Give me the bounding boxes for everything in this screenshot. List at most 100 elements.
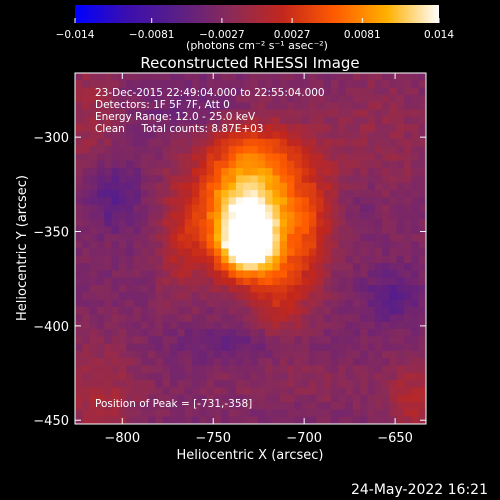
heatmap-cell (148, 372, 156, 381)
heatmap-cell (199, 321, 208, 330)
heatmap-cell (133, 336, 142, 344)
heatmap-cell (228, 358, 237, 366)
heatmap-cell (316, 109, 325, 118)
heatmap-cell (323, 321, 332, 330)
heatmap-cell (96, 372, 105, 381)
heatmap-cell (330, 211, 339, 220)
heatmap-cell (126, 277, 134, 286)
heatmap-cell (404, 146, 412, 154)
heatmap-cell (89, 211, 98, 220)
heatmap-cell (418, 358, 426, 366)
heatmap-cell (243, 87, 251, 96)
heatmap-cell (228, 402, 237, 410)
heatmap-cell (170, 160, 178, 169)
heatmap-cell (170, 211, 178, 220)
heatmap-cell (338, 416, 346, 424)
heatmap-cell (367, 387, 376, 396)
heatmap-cell (89, 146, 98, 154)
heatmap-cell (162, 372, 171, 381)
heatmap-cell (352, 190, 361, 198)
heatmap-cell (213, 219, 222, 227)
heatmap-cell (250, 292, 259, 301)
heatmap-cell (243, 307, 251, 315)
heatmap-cell (301, 131, 310, 140)
heatmap-cell (352, 365, 361, 374)
heatmap-cell (228, 336, 237, 344)
heatmap-cell (352, 204, 361, 213)
heatmap-cell (243, 314, 251, 323)
heatmap-cell (82, 321, 91, 330)
heatmap-cell (287, 248, 295, 257)
heatmap-cell (206, 299, 215, 308)
heatmap-cell (360, 394, 368, 403)
heatmap-cell (396, 277, 405, 286)
heatmap-cell (126, 307, 134, 315)
heatmap-cell (418, 226, 426, 235)
heatmap-cell (345, 336, 354, 344)
heatmap-cell (389, 175, 398, 184)
heatmap-cell (192, 160, 200, 169)
heatmap-cell (155, 409, 164, 418)
heatmap-cell (272, 211, 281, 220)
heatmap-cell (374, 116, 383, 125)
heatmap-cell (367, 394, 376, 403)
heatmap-cell (162, 153, 171, 162)
heatmap-cell (162, 80, 171, 89)
heatmap-cell (118, 307, 127, 315)
heatmap-cell (199, 138, 208, 147)
heatmap-cell (184, 131, 193, 140)
heatmap-cell (155, 197, 164, 206)
heatmap-cell (221, 116, 229, 125)
heatmap-cell (265, 299, 273, 308)
heatmap-cell (382, 343, 390, 352)
heatmap-cell (272, 248, 281, 257)
heatmap-cell (133, 233, 142, 242)
heatmap-cell (418, 299, 426, 308)
heatmap-cell (250, 146, 259, 154)
heatmap-cell (257, 160, 266, 169)
heatmap-cell (301, 182, 310, 191)
heatmap-cell (389, 153, 398, 162)
heatmap-cell (352, 277, 361, 286)
heatmap-cell (396, 372, 405, 381)
heatmap-cell (213, 102, 222, 110)
heatmap-cell (418, 350, 426, 359)
heatmap-cell (287, 402, 295, 410)
heatmap-cell (133, 387, 142, 396)
heatmap-cell (133, 94, 142, 103)
heatmap-cell (155, 102, 164, 110)
heatmap-cell (192, 190, 200, 198)
heatmap-cell (192, 350, 200, 359)
heatmap-cell (155, 131, 164, 140)
heatmap-cell (213, 87, 222, 96)
heatmap-cell (411, 109, 420, 118)
heatmap-cell (272, 299, 281, 308)
heatmap-cell (396, 124, 405, 132)
heatmap-cell (89, 197, 98, 206)
heatmap-cell (170, 226, 178, 235)
heatmap-cell (389, 299, 398, 308)
heatmap-cell (418, 87, 426, 96)
heatmap-cell (265, 153, 273, 162)
heatmap-cell (374, 109, 383, 118)
heatmap-cell (382, 402, 390, 410)
heatmap-cell (382, 168, 390, 176)
heatmap-cell (265, 226, 273, 235)
heatmap-cell (323, 270, 332, 279)
heatmap-cell (404, 292, 412, 301)
heatmap-cell (257, 402, 266, 410)
heatmap-cell (279, 175, 288, 184)
heatmap-cell (199, 350, 208, 359)
heatmap-cell (301, 94, 310, 103)
heatmap-cell (250, 168, 259, 176)
heatmap-cell (75, 292, 83, 301)
heatmap-cell (118, 328, 127, 337)
heatmap-cell (170, 94, 178, 103)
heatmap-cell (177, 285, 186, 293)
heatmap-cell (162, 109, 171, 118)
heatmap-cell (155, 87, 164, 96)
heatmap-cell (96, 241, 105, 249)
heatmap-cell (345, 124, 354, 132)
heatmap-cell (184, 94, 193, 103)
heatmap-cell (177, 233, 186, 242)
